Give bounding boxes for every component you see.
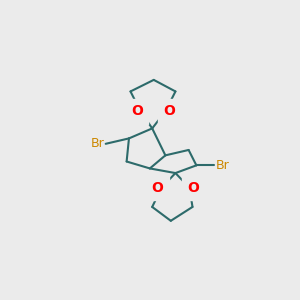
- Text: O: O: [187, 181, 199, 195]
- Text: O: O: [163, 104, 175, 118]
- Text: O: O: [131, 104, 142, 118]
- Text: Br: Br: [90, 137, 104, 150]
- Text: Br: Br: [216, 159, 230, 172]
- Text: O: O: [152, 181, 164, 195]
